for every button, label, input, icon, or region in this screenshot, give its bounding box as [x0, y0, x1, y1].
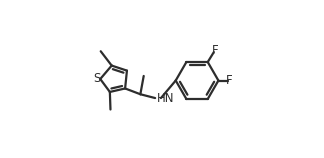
Text: F: F: [226, 74, 233, 87]
Text: F: F: [212, 44, 219, 57]
Text: S: S: [93, 72, 100, 85]
Text: HN: HN: [157, 92, 174, 105]
